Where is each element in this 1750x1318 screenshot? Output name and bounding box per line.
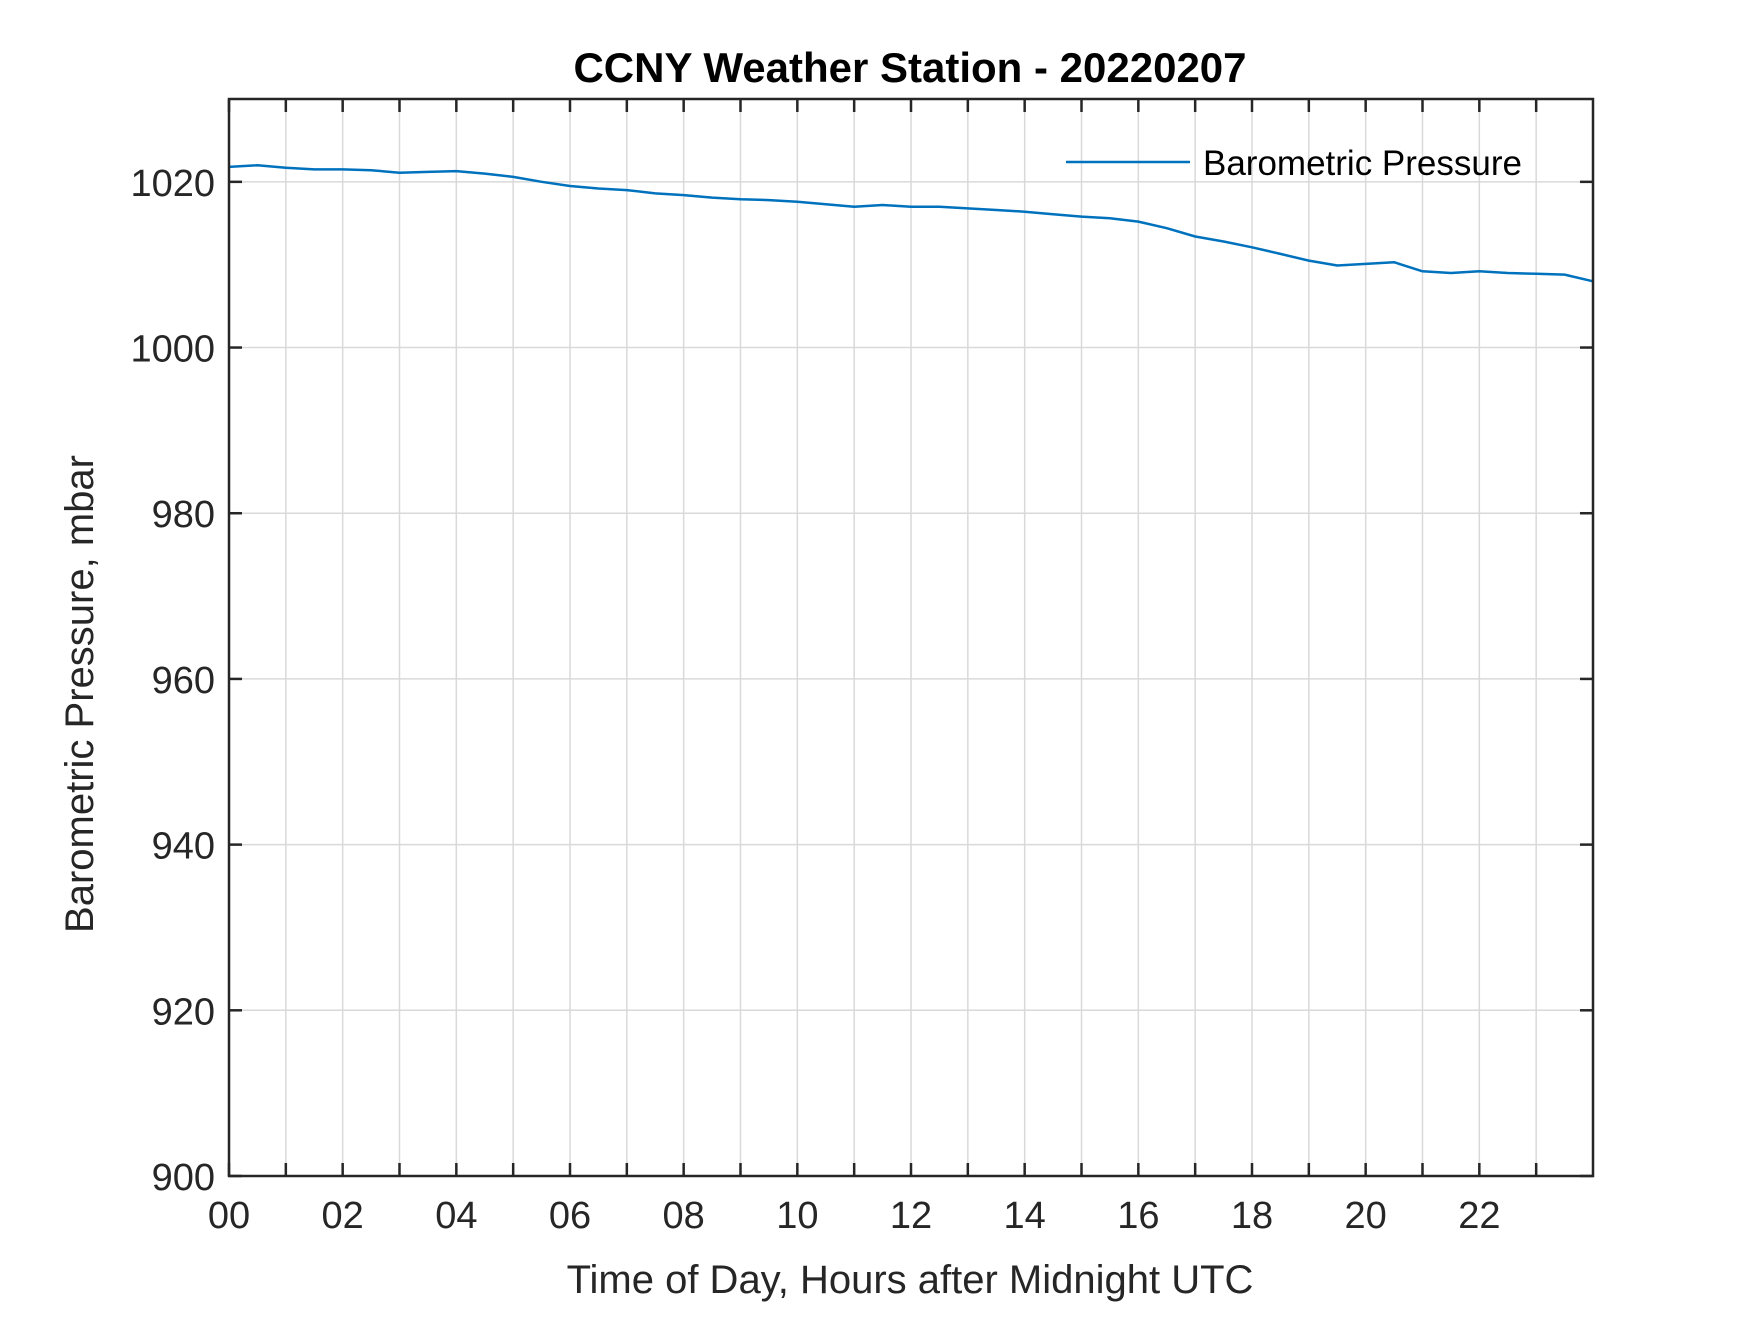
y-tick-label: 1000 [130,329,215,371]
tick-label-layer: 00 02 04 06 08 10 12 14 16 18 20 22 900 920 940 960 980 1… [130,163,1500,1237]
x-axis-label: Time of Day, Hours after Midnight UTC [567,1258,1254,1302]
y-tick-label: 980 [152,494,215,536]
y-tick-label: 940 [152,826,215,868]
series-layer [228,164,1594,283]
x-tick-label: 00 [208,1195,250,1237]
x-tick-label: 04 [435,1195,477,1237]
legend-entry: Barometric Pressure [1203,144,1522,183]
x-tick-label: 18 [1231,1195,1273,1237]
chart-title: CCNY Weather Station - 20220207 [573,44,1246,91]
x-tick-label: 02 [322,1195,364,1237]
legend: Barometric Pressure [1066,144,1522,183]
x-tick-label: 16 [1117,1195,1159,1237]
x-tick-label: 20 [1345,1195,1387,1237]
tick-layer [227,99,1593,1178]
y-tick-label: 1020 [130,163,215,205]
x-tick-label: 22 [1458,1195,1500,1237]
series-line-barometric-pressure [228,164,1594,283]
y-tick-label: 960 [152,660,215,702]
x-tick-label: 10 [776,1195,818,1237]
x-tick-label: 08 [663,1195,705,1237]
x-tick-label: 06 [549,1195,591,1237]
y-axis-label: Barometric Pressure, mbar [58,455,102,933]
y-tick-label: 900 [152,1157,215,1199]
x-tick-label: 12 [890,1195,932,1237]
y-tick-label: 920 [152,991,215,1033]
x-tick-label: 14 [1004,1195,1046,1237]
grid-layer [229,99,1593,1176]
